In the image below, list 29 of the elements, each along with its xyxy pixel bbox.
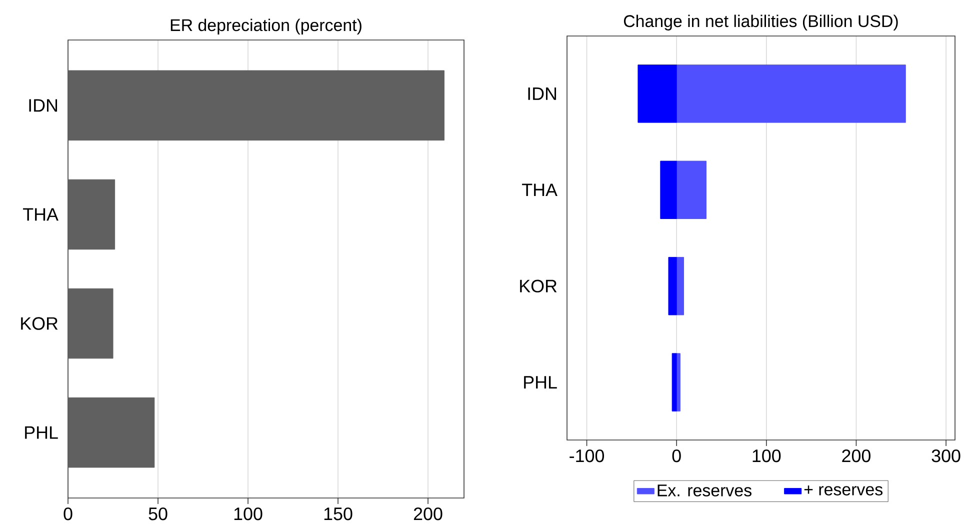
bar bbox=[660, 160, 677, 219]
x-tick-label: 200 bbox=[414, 507, 442, 520]
x-tick-label: 0 bbox=[672, 449, 681, 462]
bar bbox=[668, 256, 677, 316]
y-tick-label: THA bbox=[522, 184, 558, 196]
x-tick-label: 50 bbox=[148, 507, 168, 520]
y-tick-label: PHL bbox=[25, 426, 58, 439]
y-tick-label: KOR bbox=[21, 317, 58, 330]
x-tick-label: 150 bbox=[324, 507, 352, 520]
y-tick-label: KOR bbox=[520, 280, 557, 292]
chart-title: Change in net liabilities (Billion USD) bbox=[624, 14, 898, 30]
legend-label: + reserves bbox=[804, 486, 882, 496]
x-tick-label: 0 bbox=[64, 507, 72, 520]
x-tick-label: 100 bbox=[752, 449, 781, 462]
legend-label: Ex. reserves bbox=[658, 484, 752, 496]
y-tick-label: PHL bbox=[524, 376, 557, 388]
y-tick-label: THA bbox=[23, 208, 58, 221]
chart-title: ER depreciation (percent) bbox=[170, 18, 362, 34]
x-tick-label: -100 bbox=[570, 449, 604, 462]
x-tick-label: 200 bbox=[842, 449, 870, 462]
bar bbox=[676, 256, 684, 316]
y-tick-label: IDN bbox=[528, 88, 556, 100]
x-tick-label: 100 bbox=[234, 507, 262, 520]
x-tick-label: 300 bbox=[932, 449, 960, 462]
bar bbox=[638, 64, 677, 123]
y-tick-label: IDN bbox=[29, 99, 58, 112]
bar bbox=[672, 353, 677, 412]
bar bbox=[676, 64, 906, 123]
bar bbox=[676, 160, 706, 219]
